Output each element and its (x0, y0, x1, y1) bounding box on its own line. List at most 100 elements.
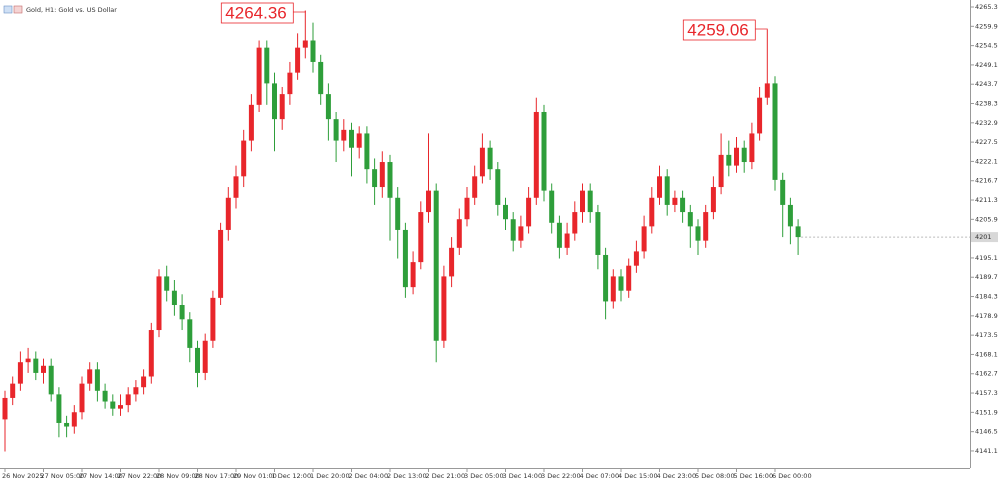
candle-body (464, 197, 470, 220)
candle-body (164, 276, 170, 291)
candle-body (718, 154, 724, 188)
x-tick-label: 2 Dec 04:00 (349, 472, 389, 480)
candle-body (56, 394, 62, 423)
candle-body (218, 229, 224, 298)
x-tick-label: 5 Dec 16:00 (734, 472, 774, 480)
candle-body (610, 276, 616, 302)
candle-body (64, 422, 70, 427)
candle-body (364, 133, 370, 170)
x-tick-label: 2 Dec 21:00 (426, 472, 466, 480)
candle-body (541, 111, 547, 191)
x-tick-label: 28 Nov 09:00 (156, 472, 200, 480)
candle-body (526, 197, 532, 227)
candle-body (302, 40, 308, 48)
candle-body (171, 290, 177, 306)
candle-body (256, 47, 262, 105)
candle-body (580, 190, 585, 213)
y-tick-label: 4259.97 (975, 22, 998, 30)
x-tick-label: 27 Nov 05:00 (41, 472, 85, 480)
y-tick-label: 4141.17 (975, 447, 998, 455)
y-tick-label: 4227.57 (975, 138, 998, 146)
candle-body (195, 347, 200, 373)
annotation-label: 4259.06 (687, 20, 748, 39)
candle-body (48, 365, 54, 395)
y-tick-label: 4178.97 (975, 312, 998, 320)
candle-body (749, 133, 755, 163)
candle-body (379, 162, 385, 188)
candle-body (349, 129, 354, 148)
candle-body (102, 390, 108, 402)
candle-body (633, 251, 639, 266)
candle-body (333, 119, 339, 141)
candle-body (641, 226, 647, 252)
candle-body (372, 169, 378, 188)
x-tick-label: 27 Nov 22:00 (118, 472, 162, 480)
candle-body (479, 147, 485, 177)
candle-body (310, 40, 316, 62)
y-tick-label: 4184.37 (975, 293, 998, 301)
symbol-icon (3, 5, 13, 14)
y-tick-label: 4189.77 (975, 273, 998, 281)
candle-body (618, 276, 624, 291)
candle-body (764, 83, 770, 98)
y-tick-label: 4243.77 (975, 80, 998, 88)
candle-body (456, 219, 462, 248)
candle-body (780, 179, 786, 205)
candle-body (664, 176, 670, 205)
candle-body (287, 72, 293, 95)
y-tick-label: 4173.57 (975, 331, 998, 339)
y-tick-label: 4249.17 (975, 61, 998, 69)
x-tick-label: 29 Nov 01:00 (233, 472, 277, 480)
candle-body (703, 212, 709, 241)
x-tick-label: 2 Dec 13:00 (387, 472, 427, 480)
candle-body (79, 383, 85, 413)
candle-body (264, 47, 270, 84)
candle-body (410, 262, 416, 288)
candle-body (795, 226, 801, 238)
x-tick-label: 27 Nov 14:00 (79, 472, 123, 480)
annotation-leader (755, 28, 768, 30)
annotation-box (220, 2, 294, 24)
candle-body (118, 405, 123, 409)
candle-body (787, 204, 793, 227)
y-tick-label: 4151.97 (975, 408, 998, 416)
candle-body (680, 197, 686, 213)
candle-body (141, 376, 147, 388)
candle-body (510, 219, 516, 241)
candle-body (94, 369, 100, 391)
candle-body (202, 340, 208, 373)
candle-body (533, 111, 539, 198)
candle-body (125, 394, 131, 406)
candle-body (449, 247, 455, 277)
candle-body (395, 197, 401, 230)
candle-body (549, 190, 555, 223)
candle-body (341, 129, 347, 141)
candle-body (179, 305, 185, 320)
candle-body (402, 229, 408, 288)
candle-body (710, 187, 716, 213)
candle-body (279, 94, 285, 120)
candle-body (156, 276, 162, 331)
candle-body (2, 397, 8, 420)
y-tick-label: 4254.57 (975, 42, 998, 50)
y-tick-label: 4216.77 (975, 177, 998, 185)
candle-body (87, 369, 93, 384)
candle-body (325, 94, 331, 120)
candle-body (472, 176, 478, 198)
candle-body (587, 190, 593, 213)
candle-body (503, 204, 508, 220)
candle-body (487, 147, 493, 170)
candle-body (133, 387, 139, 395)
candle-body (33, 358, 39, 373)
candle-body (241, 140, 247, 177)
candle-body (518, 226, 524, 241)
y-tick-label: 4238.37 (975, 100, 998, 108)
candle-body (10, 383, 16, 398)
y-tick-label: 4146.57 (975, 428, 998, 436)
candle-body (649, 197, 655, 227)
candle-body (556, 222, 562, 248)
candle-body (295, 47, 301, 73)
x-tick-label: 4 Dec 15:00 (618, 472, 658, 480)
candle-body (148, 330, 154, 377)
